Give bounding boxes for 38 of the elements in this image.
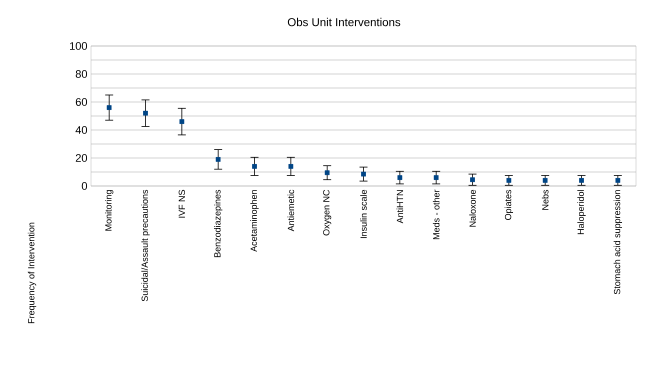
point bbox=[470, 177, 475, 182]
point bbox=[361, 172, 366, 176]
x-tick-label: Acetaminophen bbox=[250, 190, 259, 252]
x-tick-label: Benzodiazepines bbox=[214, 190, 222, 258]
chart-title: Obs Unit Interventions bbox=[288, 18, 400, 26]
x-tick-label: Oxygen NC bbox=[323, 190, 332, 236]
point bbox=[434, 175, 439, 180]
point bbox=[506, 178, 512, 183]
point bbox=[106, 105, 112, 110]
point bbox=[324, 170, 330, 176]
y-tick-label: 100 bbox=[70, 42, 88, 50]
x-tick-label: Haloperidol bbox=[577, 190, 586, 234]
point bbox=[216, 157, 221, 162]
x-tick-label: Insulin scale bbox=[360, 190, 367, 238]
point bbox=[397, 175, 402, 180]
point bbox=[615, 178, 620, 183]
x-tick-label: Naloxone bbox=[469, 190, 476, 227]
x-tick-label: AntiHTN bbox=[396, 190, 404, 224]
x-tick-label: Stomach acid suppression bbox=[614, 190, 622, 294]
point bbox=[288, 164, 294, 169]
point bbox=[542, 178, 548, 183]
y-tick-label: 60 bbox=[76, 98, 88, 106]
x-tick-label: Nebs bbox=[542, 190, 548, 210]
point bbox=[579, 178, 584, 183]
x-tick-label: Meds - other bbox=[432, 190, 440, 240]
point bbox=[179, 119, 184, 124]
point bbox=[252, 164, 257, 169]
x-tick-label: Monitoring bbox=[104, 190, 114, 231]
y-tick-label: 80 bbox=[76, 70, 88, 78]
x-tick-label: IVF NS bbox=[178, 190, 186, 218]
y-tick-label: 20 bbox=[76, 154, 88, 162]
point bbox=[143, 110, 148, 116]
x-tick-label: Antiemetic bbox=[288, 190, 294, 232]
y-tick-label: 40 bbox=[76, 126, 88, 134]
x-tick-label: Opiates bbox=[504, 190, 514, 220]
x-tick-label: Suicidal/Assault precautions bbox=[141, 190, 150, 302]
y-tick-label: 0 bbox=[82, 182, 88, 190]
y-axis-title: Frequency of Intervention bbox=[28, 222, 36, 324]
